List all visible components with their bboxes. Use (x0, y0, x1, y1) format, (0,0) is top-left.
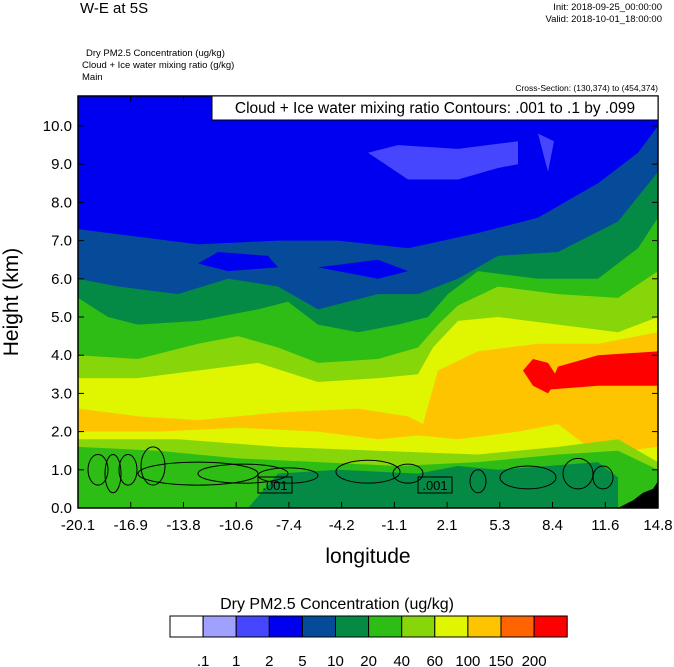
plot-title: W-E at 5S (80, 0, 149, 17)
field-line-cloud: Cloud + Ice water mixing ratio (g/kg) (82, 60, 235, 71)
colorbar-swatch (202, 615, 237, 638)
colorbar-label: 150 (488, 653, 513, 667)
colorbar-label: 20 (360, 653, 377, 667)
x-axis-label: longitude (325, 545, 410, 568)
x-tick-label: -4.2 (329, 517, 355, 534)
cloud-contour-line (562, 457, 594, 490)
cloud-contour-line (592, 465, 614, 490)
y-tick-label: 4.0 (51, 347, 72, 364)
fill-level-200 (523, 359, 558, 394)
fill-level-5 (198, 252, 278, 272)
colorbar-swatch (467, 615, 502, 638)
colorbar-title: Dry PM2.5 Concentration (ug/kg) (220, 596, 454, 613)
x-tick-label: 5.3 (489, 517, 510, 534)
fill-level-150 (78, 332, 658, 455)
colorbar-swatch (235, 615, 270, 638)
cloud-contour-line (137, 461, 259, 486)
colorbar-swatch (169, 615, 204, 638)
y-axis-label: Height (km) (0, 248, 23, 357)
colorbar-swatch (301, 615, 336, 638)
colorbar-swatch (368, 615, 403, 638)
y-tick-label: 5.0 (51, 309, 72, 326)
x-tick-label: 8.4 (542, 517, 563, 534)
x-tick-label: -7.4 (276, 517, 302, 534)
valid-time: Valid: 2018-10-01_18:00:00 (545, 14, 662, 25)
contour-label-box (257, 476, 293, 494)
cloud-contour-line (469, 469, 487, 494)
colorbar-swatch (533, 615, 568, 638)
colorbar-swatch (268, 615, 303, 638)
cloud-contour-line (257, 467, 319, 484)
x-tick-label: -1.1 (381, 517, 407, 534)
x-tick-label: -20.1 (61, 517, 95, 534)
x-tick-label: -13.8 (166, 517, 200, 534)
colorbar-label: 200 (522, 653, 547, 667)
fill-level-200 (548, 351, 658, 390)
colorbar-label: 2 (265, 653, 273, 667)
colorbar-label: 40 (393, 653, 410, 667)
fill-level-2 (368, 141, 518, 180)
fill-level-20 (248, 462, 618, 508)
y-tick-label: 2.0 (51, 424, 72, 441)
contour-label: .001 (422, 478, 447, 493)
colorbar-label: 100 (455, 653, 480, 667)
cloud-contour-line (140, 446, 166, 486)
contour-title-box (211, 95, 659, 121)
y-tick-label: 7.0 (51, 233, 72, 250)
colorbar-swatch (434, 615, 469, 638)
terrain (618, 481, 658, 508)
contour-title: Cloud + Ice water mixing ratio Contours:… (235, 100, 635, 117)
y-tick-label: 10.0 (43, 118, 72, 135)
y-tick-label: 8.0 (51, 194, 72, 211)
cloud-contour-line (118, 454, 138, 486)
colorbar-swatch (401, 615, 436, 638)
colorbar-label: 10 (327, 653, 344, 667)
x-tick-label: 11.6 (591, 517, 619, 534)
field-line-pm25: Dry PM2.5 Concentration (ug/kg) (86, 48, 225, 59)
x-tick-label: 2.1 (437, 517, 458, 534)
cloud-contour-line (499, 465, 557, 490)
colorbar-label: 5 (298, 653, 306, 667)
colorbar-swatch (335, 615, 370, 638)
contour-label-box (417, 476, 453, 494)
colorbar-label: 1 (232, 653, 240, 667)
field-line-domain: Main (82, 72, 103, 83)
axes: 0.0 1.0 2.0 3.0 4.0 5.0 6.0 7.0 8.0 9.0 10.0 -20.1 -… (0, 95, 673, 568)
colorbar-label: .1 (197, 653, 210, 667)
y-tick-label: 1.0 (51, 462, 72, 479)
fill-level-2 (538, 133, 554, 172)
cloud-contour-line (104, 454, 122, 494)
x-tick-label: -10.6 (219, 517, 253, 534)
pm25-contour-fill (78, 96, 658, 508)
cloud-contour-line (197, 463, 289, 484)
cloud-contour-line (392, 463, 424, 484)
init-time: Init: 2018-09-25_00:00:00 (553, 2, 662, 13)
cloud-contour-line (335, 459, 401, 484)
colorbar-swatch (500, 615, 535, 638)
x-tick-label: 14.8 (643, 517, 672, 534)
y-tick-label: 0.0 (51, 500, 72, 517)
fill-level-5 (318, 259, 408, 279)
cloud-contour-line (87, 454, 109, 486)
y-tick-label: 3.0 (51, 385, 72, 402)
colorbar-label: 60 (426, 653, 443, 667)
x-tick-label: -16.9 (114, 517, 148, 534)
cross-section-label: Cross-Section: (130,374) to (454,374) (515, 83, 658, 93)
y-tick-label: 6.0 (51, 271, 72, 288)
cloud-contours: .001 .001 (87, 446, 614, 494)
y-tick-label: 9.0 (51, 156, 72, 173)
contour-label: .001 (262, 478, 287, 493)
colorbar: .1 1 2 5 10 20 40 60 100 150 200 (169, 615, 568, 667)
